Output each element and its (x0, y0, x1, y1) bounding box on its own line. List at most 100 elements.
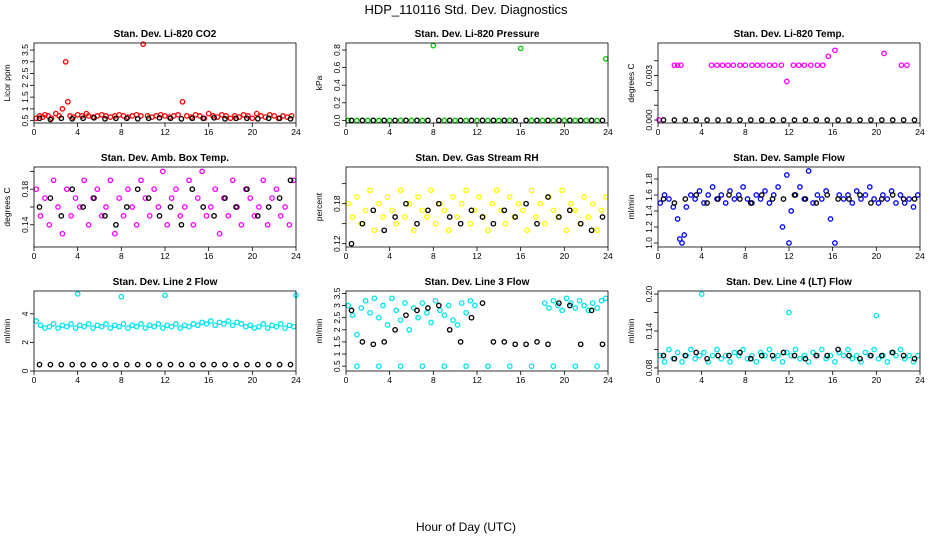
data-point (432, 220, 439, 227)
x-tick-label: 12 (160, 251, 170, 261)
data-point (846, 352, 852, 359)
data-point (69, 186, 76, 193)
data-point (156, 114, 163, 121)
y-tick-label: 0.08 (644, 359, 654, 376)
data-point (134, 186, 141, 193)
data-point (80, 204, 86, 210)
data-point (233, 361, 239, 368)
data-point (113, 361, 119, 368)
data-point (146, 322, 153, 329)
data-point (85, 221, 92, 228)
data-point (797, 184, 803, 190)
x-tick-label: 20 (872, 375, 882, 385)
data-point (753, 192, 760, 198)
data-point (177, 213, 184, 219)
data-point (260, 321, 267, 327)
panel-title: Stan. Dev. Sample Flow (733, 153, 845, 164)
plot-frame (345, 42, 609, 124)
data-point (897, 346, 904, 353)
data-point (55, 325, 61, 331)
y-tick-label: 0.14 (644, 322, 654, 339)
panel-9: Stan. Dev. Line 4 (LT) Flow 0 4 8 12 16 20 24 0.… (626, 277, 925, 385)
data-point (415, 314, 421, 321)
data-point (435, 200, 442, 207)
data-point (238, 221, 245, 228)
x-tick-label: 8 (431, 375, 436, 385)
data-point (221, 321, 227, 327)
data-point (244, 115, 250, 122)
data-point (244, 361, 250, 368)
data-point (568, 200, 574, 207)
data-point (345, 200, 352, 207)
x-tick-label: 0 (32, 251, 37, 261)
data-point (471, 302, 478, 309)
data-point (495, 117, 502, 124)
x-tick-label: 20 (248, 375, 258, 385)
data-point (512, 214, 519, 220)
data-point (660, 352, 667, 359)
data-point (50, 177, 57, 184)
data-point (186, 323, 192, 330)
y-tick-label: 0.5 (20, 114, 30, 126)
data-point (747, 200, 754, 206)
data-point (853, 352, 860, 359)
data-point (726, 117, 732, 123)
data-point (671, 355, 678, 362)
y-axis-label: degrees C (2, 187, 12, 226)
panel-4: Stan. Dev. Amb. Box Temp. 0 4 8 12 16 20 24 0.14… (2, 153, 301, 261)
data-point (783, 172, 790, 178)
data-point (757, 349, 764, 356)
data-point (107, 325, 114, 331)
y-axis-label: ml/min (626, 318, 636, 343)
data-point (813, 200, 820, 206)
data-point (62, 58, 69, 65)
x-tick-label: 12 (160, 127, 170, 137)
data-point (264, 221, 271, 228)
data-point (167, 204, 174, 210)
data-point (666, 196, 672, 202)
data-point (541, 300, 548, 306)
data-point (577, 117, 584, 124)
data-point (714, 346, 720, 353)
data-point (715, 117, 721, 123)
data-point (381, 227, 388, 234)
data-point (783, 78, 790, 85)
data-point (256, 204, 262, 210)
data-point (556, 214, 562, 220)
data-point (229, 177, 236, 184)
data-point (857, 192, 863, 198)
data-point (458, 200, 465, 207)
data-point (90, 325, 96, 331)
data-point (359, 339, 366, 345)
data-point (145, 195, 152, 201)
data-point (50, 321, 57, 327)
data-point (168, 195, 175, 201)
data-point (835, 346, 841, 353)
data-point (805, 358, 812, 365)
data-point (762, 188, 768, 194)
data-point (539, 117, 546, 124)
data-point (414, 220, 420, 227)
data-point (229, 322, 236, 329)
data-point (678, 62, 684, 69)
x-tick-label: 24 (915, 375, 925, 385)
data-point (788, 208, 795, 214)
data-point (80, 115, 86, 122)
data-point (735, 352, 742, 359)
data-point (134, 115, 141, 122)
x-tick-label: 16 (516, 127, 526, 137)
data-point (900, 352, 907, 359)
data-point (778, 62, 785, 69)
data-point (178, 361, 185, 368)
data-point (364, 117, 371, 124)
data-point (441, 117, 448, 124)
data-point (545, 341, 551, 348)
x-tick-label: 16 (204, 251, 214, 261)
data-point (223, 113, 229, 119)
data-point (203, 213, 210, 219)
data-point (696, 352, 703, 359)
data-point (737, 117, 743, 123)
data-point (501, 207, 508, 214)
data-point (189, 115, 196, 122)
